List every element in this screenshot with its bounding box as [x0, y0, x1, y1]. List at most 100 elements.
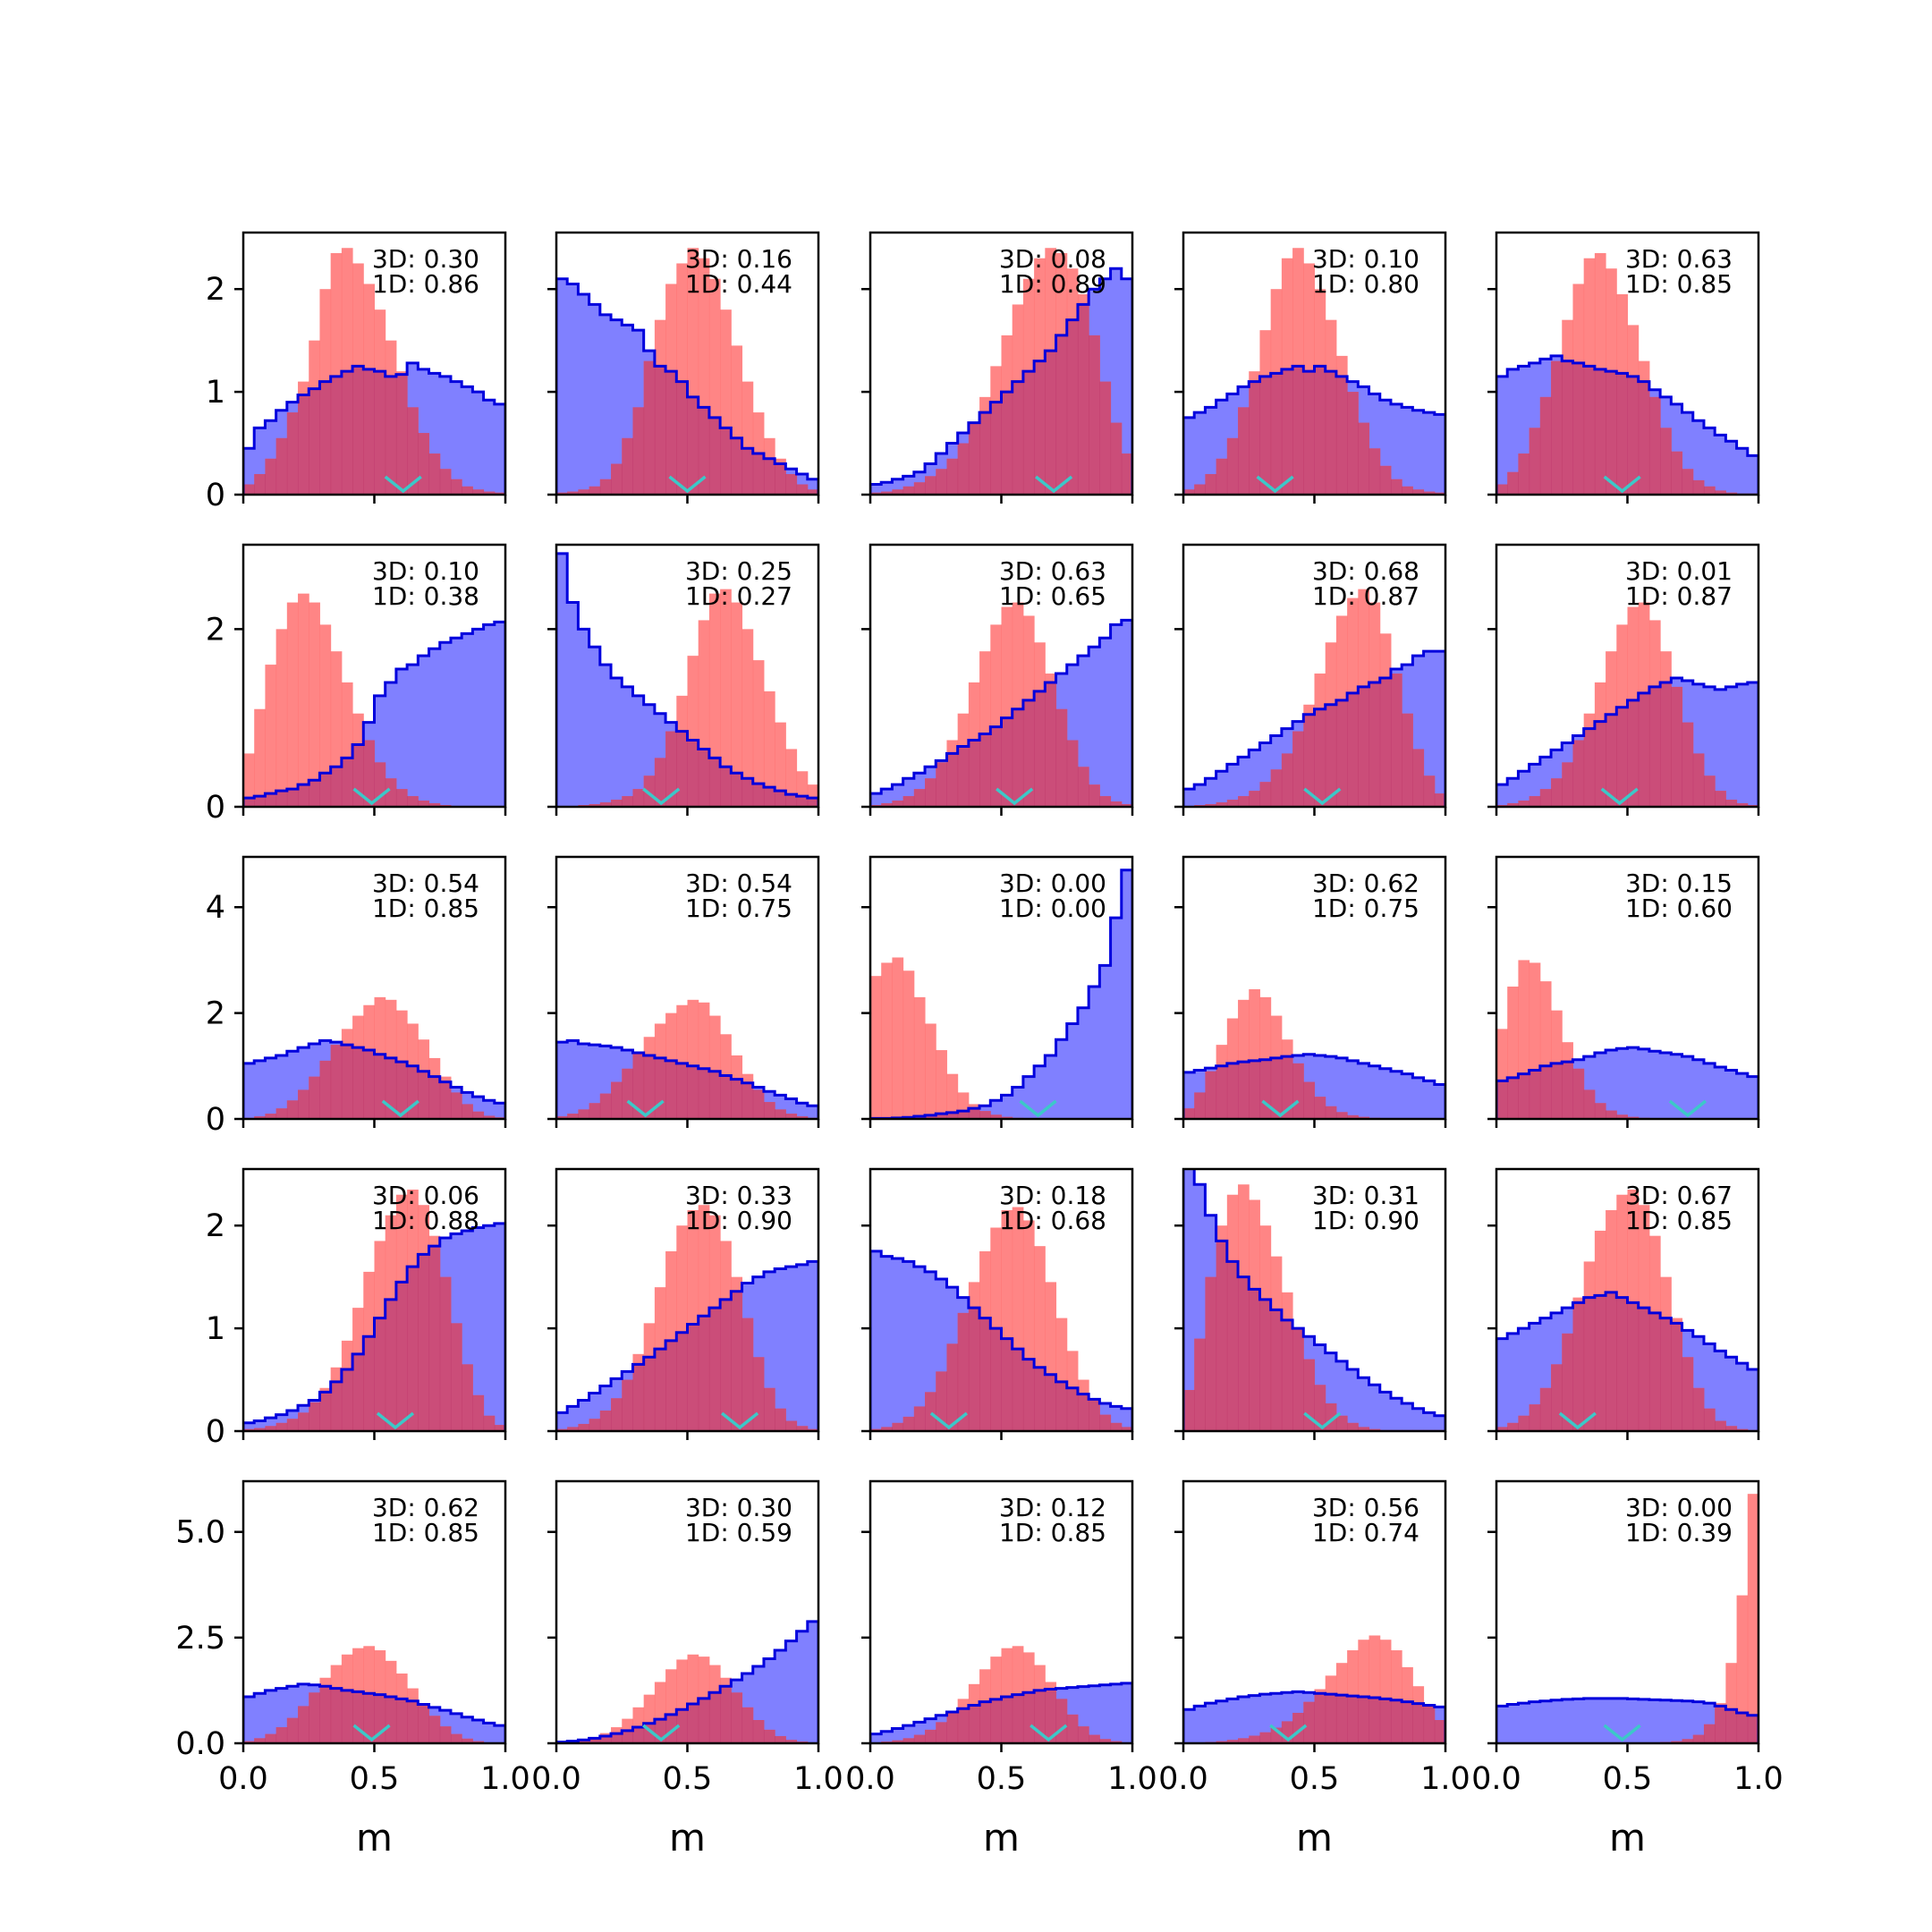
overlap-bar: [643, 775, 656, 807]
overlap-bar: [1259, 376, 1272, 495]
overlap-bar: [1259, 1299, 1272, 1431]
overlap-bar: [741, 1707, 754, 1743]
overlap-bar: [1682, 722, 1694, 807]
overlap-bar: [341, 1369, 353, 1431]
overlap-bar: [1314, 366, 1326, 495]
overlap-bar: [395, 374, 408, 495]
overlap-bar: [785, 1114, 798, 1119]
panel-plot-area: [556, 1205, 818, 1431]
overlap-bar: [1423, 491, 1436, 495]
blue-bar: [611, 319, 623, 495]
overlap-bar: [1335, 1695, 1348, 1743]
overlap-bar: [1077, 1726, 1089, 1743]
value-marker: [381, 1099, 419, 1118]
overlap-bar: [752, 784, 765, 807]
blue-bar: [1347, 1060, 1359, 1119]
overlap-bar: [330, 376, 343, 495]
overlap-bar: [1594, 1103, 1606, 1119]
overlap-bar: [599, 479, 612, 495]
overlap-bar: [1325, 1694, 1337, 1743]
x-tick-label: 1.0: [1733, 1761, 1784, 1797]
blue-bar: [450, 638, 462, 807]
overlap-bar: [1335, 1415, 1348, 1431]
overlap-bar: [698, 1068, 710, 1119]
overlap-bar: [676, 1332, 688, 1431]
overlap-bar: [687, 1324, 699, 1431]
overlap-bar: [1529, 428, 1541, 495]
overlap-bar: [1551, 360, 1563, 495]
blue-step-outline: [556, 1038, 818, 1119]
blue-step-outline: [1496, 1046, 1758, 1119]
overlap-bar: [1121, 1427, 1132, 1431]
annotation-3d: 3D: 0.10: [1312, 244, 1419, 274]
overlap-bar: [968, 1705, 980, 1743]
overlap-bar: [979, 1701, 991, 1743]
overlap-bar: [1099, 1414, 1112, 1431]
blue-bar: [1238, 1697, 1250, 1743]
blue-bar: [807, 1106, 818, 1119]
overlap-bar: [578, 489, 590, 495]
blue-bar: [1055, 1039, 1068, 1119]
blue-bar: [1660, 1053, 1672, 1119]
blue-bar: [1347, 1369, 1359, 1431]
blue-bar: [1423, 1412, 1436, 1431]
overlap-bar: [363, 369, 375, 495]
overlap-bar: [720, 428, 732, 495]
panel-plot-area: [1183, 589, 1445, 807]
blue-bar: [1736, 448, 1749, 495]
overlap-bar: [1089, 1400, 1100, 1431]
blue-bar: [483, 624, 496, 807]
overlap-bar: [1715, 490, 1726, 495]
overlap-bar: [1539, 789, 1552, 807]
value-marker: [996, 787, 1034, 806]
x-tick-label: 0.0: [218, 1761, 268, 1797]
value-marker: [642, 1724, 681, 1742]
annotation-1d: 1D: 0.88: [372, 1206, 479, 1235]
value-marker: [384, 475, 422, 494]
value-marker: [352, 787, 391, 806]
overlap-bar: [990, 1699, 1002, 1743]
overlap-bar: [665, 731, 677, 807]
blue-bar: [567, 602, 579, 807]
annotation-1d: 1D: 0.39: [1625, 1518, 1733, 1547]
overlap-bar: [1402, 486, 1413, 495]
overlap-bar: [1390, 674, 1402, 807]
overlap-bar: [1001, 1697, 1013, 1743]
overlap-bar: [578, 1109, 590, 1119]
overlap-bar: [1347, 1114, 1359, 1119]
annotation-3d: 3D: 0.12: [999, 1493, 1106, 1522]
overlap-bar: [676, 1709, 688, 1743]
blue-step-outline: [243, 1682, 505, 1743]
blue-bar: [243, 1063, 255, 1119]
blue-bar: [1205, 1703, 1217, 1743]
blue-bar: [556, 1042, 568, 1119]
blue-bar: [1110, 1683, 1123, 1743]
overlap-bar: [1077, 1394, 1089, 1431]
overlap-bar: [407, 407, 419, 495]
overlap-bar: [1660, 428, 1672, 495]
blue-bar: [1715, 689, 1726, 807]
overlap-bar: [708, 1308, 721, 1431]
blue-bar: [1423, 412, 1436, 495]
blue-bar: [1335, 1057, 1348, 1119]
blue-bar: [1692, 420, 1705, 495]
overlap-bar: [341, 1045, 353, 1119]
blue-bar: [1660, 1699, 1672, 1743]
overlap-bar: [1270, 769, 1283, 807]
annotation-3d: 3D: 0.06: [372, 1181, 479, 1210]
blue-bar: [1099, 1684, 1112, 1743]
overlap-bar: [1518, 453, 1530, 495]
blue-bar: [1183, 417, 1195, 495]
overlap-bar: [1314, 1097, 1326, 1119]
overlap-bar: [1423, 1705, 1436, 1743]
overlap-bar: [763, 1729, 775, 1743]
overlap-bar: [567, 1427, 579, 1431]
overlap-bar: [1110, 422, 1123, 495]
blue-bar: [632, 695, 645, 807]
overlap-bar: [363, 1693, 375, 1743]
value-marker: [352, 1724, 391, 1742]
overlap-bar: [1183, 1108, 1195, 1119]
overlap-bar: [708, 758, 721, 807]
